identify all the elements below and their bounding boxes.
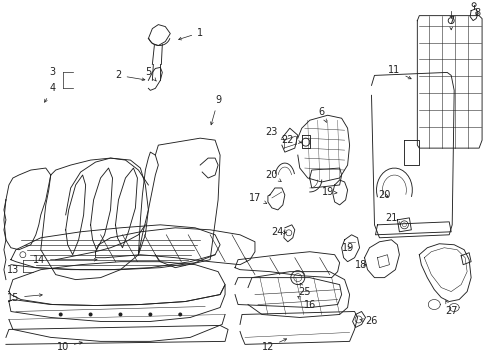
Text: 8: 8 bbox=[473, 8, 479, 18]
Circle shape bbox=[118, 312, 122, 316]
Circle shape bbox=[88, 312, 92, 316]
Text: 5: 5 bbox=[145, 67, 156, 81]
Text: 20: 20 bbox=[378, 190, 390, 200]
Text: 6: 6 bbox=[318, 107, 326, 122]
Circle shape bbox=[178, 312, 182, 316]
Circle shape bbox=[148, 312, 152, 316]
Text: 16: 16 bbox=[297, 297, 315, 310]
Text: 25: 25 bbox=[298, 283, 310, 297]
Text: 21: 21 bbox=[385, 213, 400, 224]
Text: 24: 24 bbox=[271, 227, 286, 237]
Text: 23: 23 bbox=[265, 127, 284, 140]
Circle shape bbox=[59, 312, 62, 316]
Text: 4: 4 bbox=[44, 84, 56, 102]
Text: 26: 26 bbox=[359, 316, 377, 327]
Text: 14: 14 bbox=[33, 255, 97, 265]
Text: 22: 22 bbox=[281, 135, 301, 145]
Text: 15: 15 bbox=[7, 293, 42, 302]
Text: 19: 19 bbox=[341, 243, 353, 253]
Text: 20: 20 bbox=[265, 170, 281, 181]
Text: 1: 1 bbox=[178, 28, 203, 40]
Text: 12: 12 bbox=[261, 339, 286, 352]
Text: 10: 10 bbox=[57, 342, 82, 352]
Text: 19: 19 bbox=[321, 187, 336, 197]
Text: 2: 2 bbox=[115, 71, 144, 81]
Text: 17: 17 bbox=[248, 193, 266, 203]
Text: 13: 13 bbox=[7, 265, 19, 275]
Text: 11: 11 bbox=[387, 66, 410, 79]
Text: 18: 18 bbox=[355, 260, 367, 270]
Text: 7: 7 bbox=[447, 15, 453, 30]
Text: 27: 27 bbox=[444, 301, 456, 316]
Text: 3: 3 bbox=[50, 67, 56, 77]
Text: 9: 9 bbox=[210, 95, 221, 125]
